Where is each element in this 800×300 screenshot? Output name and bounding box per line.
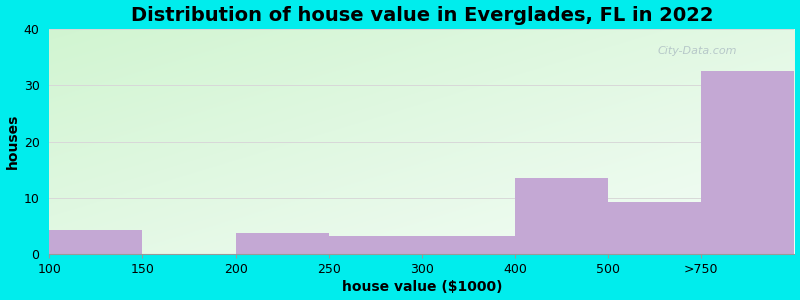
- Y-axis label: houses: houses: [6, 114, 19, 169]
- Bar: [702, 71, 794, 254]
- Text: City-Data.com: City-Data.com: [658, 46, 738, 56]
- Bar: [515, 178, 608, 254]
- Bar: [608, 202, 702, 254]
- X-axis label: house value ($1000): house value ($1000): [342, 280, 502, 294]
- Bar: [50, 230, 142, 254]
- Bar: [422, 236, 515, 254]
- Bar: [329, 236, 422, 254]
- Bar: [236, 233, 329, 254]
- Title: Distribution of house value in Everglades, FL in 2022: Distribution of house value in Everglade…: [130, 6, 713, 25]
